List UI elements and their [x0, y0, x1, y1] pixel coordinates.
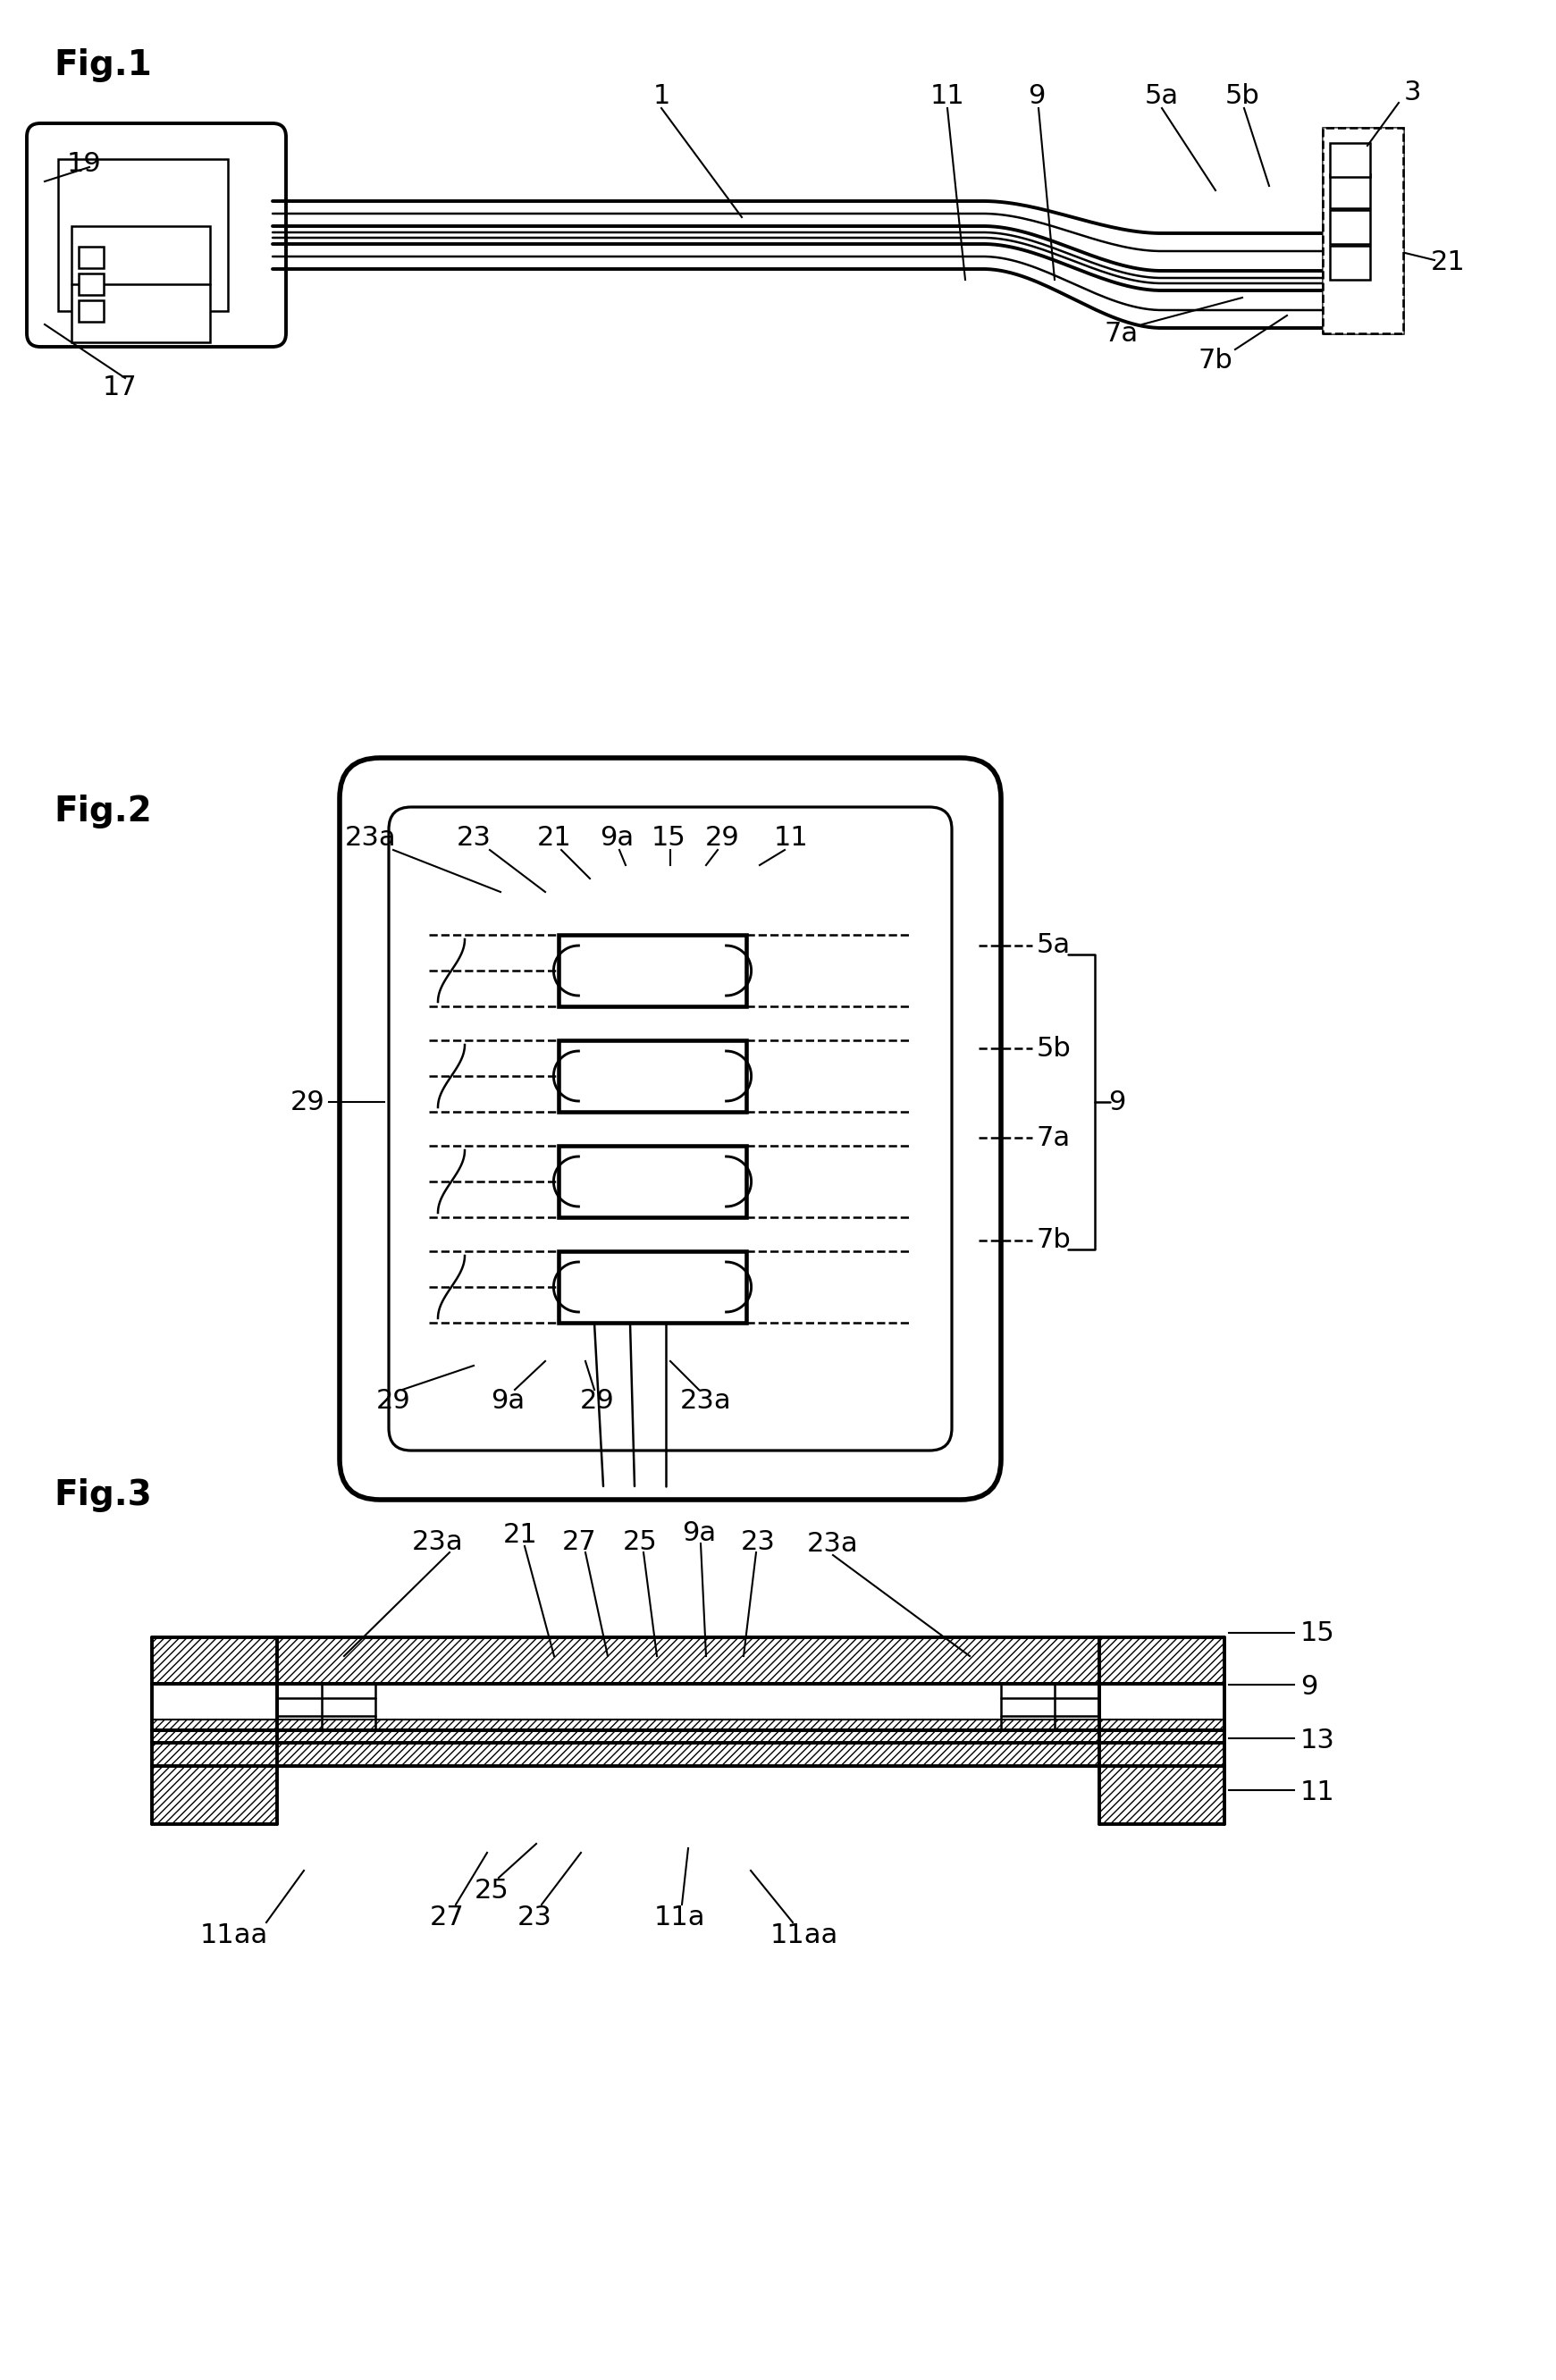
Text: 1: 1 — [652, 83, 671, 109]
Text: 27: 27 — [429, 1904, 464, 1930]
Bar — [559, 1040, 747, 1111]
Text: 23a: 23a — [345, 826, 397, 852]
Text: 5a: 5a — [1145, 83, 1179, 109]
Text: 29: 29 — [291, 1090, 325, 1114]
Bar — [152, 1718, 277, 1766]
Text: 9: 9 — [1301, 1676, 1318, 1699]
Bar — [277, 1683, 1099, 1730]
Bar — [277, 1730, 1099, 1742]
Text: 29: 29 — [377, 1388, 411, 1414]
Text: 29: 29 — [580, 1388, 615, 1414]
Text: 5a: 5a — [1036, 933, 1071, 959]
Text: 23: 23 — [741, 1528, 775, 1554]
Text: 29: 29 — [705, 826, 739, 852]
Text: 23: 23 — [456, 826, 492, 852]
Text: 9: 9 — [1108, 1090, 1125, 1114]
Text: 5b: 5b — [1225, 83, 1260, 109]
Text: 11aa: 11aa — [201, 1923, 268, 1947]
Text: 23a: 23a — [412, 1528, 464, 1554]
Bar — [72, 226, 210, 343]
Text: 21: 21 — [503, 1523, 537, 1549]
Bar — [1099, 1766, 1225, 1823]
Text: 5b: 5b — [1036, 1035, 1072, 1061]
FancyBboxPatch shape — [26, 124, 286, 347]
Text: 9a: 9a — [599, 826, 633, 852]
Bar — [1330, 143, 1371, 176]
Text: 27: 27 — [562, 1528, 596, 1554]
Bar — [1099, 1718, 1225, 1766]
Text: 7b: 7b — [1036, 1228, 1072, 1254]
Text: Fig.1: Fig.1 — [53, 48, 152, 83]
Bar — [559, 935, 747, 1007]
Bar — [152, 1766, 277, 1823]
Bar — [152, 1637, 277, 1683]
Bar — [559, 1145, 747, 1216]
Text: 21: 21 — [1430, 250, 1466, 274]
Text: 19: 19 — [67, 150, 101, 176]
Text: 9a: 9a — [682, 1521, 716, 1545]
Bar — [1099, 1730, 1225, 1742]
Text: 11: 11 — [930, 83, 965, 109]
FancyBboxPatch shape — [389, 807, 952, 1449]
Bar — [277, 1637, 1099, 1683]
Text: 11a: 11a — [654, 1904, 705, 1930]
Text: 23a: 23a — [680, 1388, 731, 1414]
FancyBboxPatch shape — [339, 757, 1001, 1499]
Text: 25: 25 — [622, 1528, 657, 1554]
Text: 3: 3 — [1404, 79, 1421, 105]
Text: 23: 23 — [517, 1904, 552, 1930]
Text: 7a: 7a — [1105, 321, 1139, 347]
Bar — [1330, 209, 1371, 245]
Bar — [277, 1718, 1099, 1766]
Text: 11: 11 — [773, 826, 808, 852]
Text: 9a: 9a — [490, 1388, 524, 1414]
Text: 9: 9 — [1029, 83, 1046, 109]
Text: 13: 13 — [1301, 1728, 1335, 1754]
Text: 11: 11 — [1301, 1778, 1335, 1804]
Text: 21: 21 — [537, 826, 571, 852]
Text: 25: 25 — [475, 1878, 509, 1904]
Text: 23a: 23a — [808, 1530, 859, 1557]
Bar — [79, 300, 104, 321]
Bar — [1330, 174, 1371, 207]
Bar — [58, 159, 227, 312]
Bar — [152, 1730, 277, 1742]
Bar — [559, 1252, 747, 1323]
Text: 11aa: 11aa — [770, 1923, 839, 1947]
Bar — [1323, 129, 1404, 333]
Text: 15: 15 — [652, 826, 686, 852]
Bar — [79, 248, 104, 269]
Text: 7b: 7b — [1198, 347, 1232, 374]
Text: 7a: 7a — [1036, 1126, 1071, 1150]
Text: 17: 17 — [103, 374, 137, 400]
Bar — [1099, 1637, 1225, 1683]
Text: 15: 15 — [1301, 1621, 1335, 1647]
Text: Fig.3: Fig.3 — [53, 1478, 152, 1511]
Text: Fig.2: Fig.2 — [53, 795, 152, 828]
Bar — [79, 274, 104, 295]
Bar — [1330, 245, 1371, 281]
Bar — [1323, 129, 1404, 333]
